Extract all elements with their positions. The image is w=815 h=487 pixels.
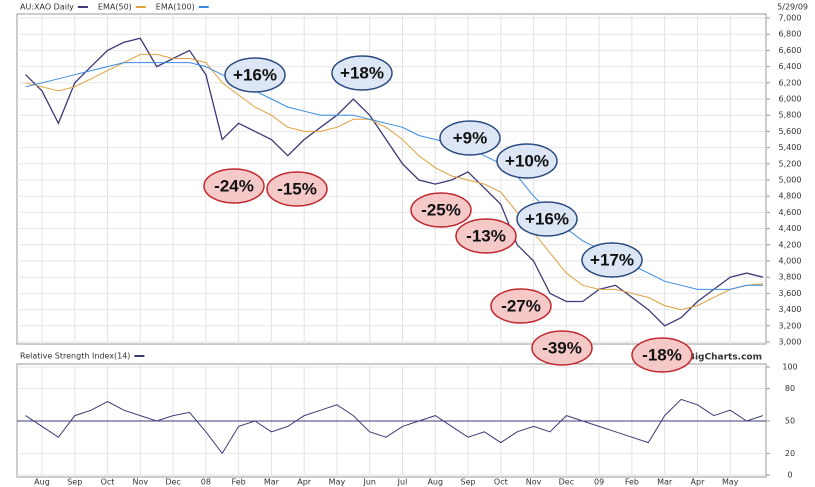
annotation-text: -24% [214,176,254,195]
annotation-bubble [439,120,501,156]
y-tick-label: 5,600 [779,127,802,136]
y-tick-label: 4,400 [779,224,802,233]
annotation-bubble [581,242,643,278]
x-tick-label: May [722,478,739,487]
legend-label: EMA(100) [156,3,195,12]
annotation-bubble [455,218,517,254]
x-tick-label: 09 [594,478,604,487]
credit: ©BigCharts.com [679,353,762,363]
annotation-bubble [266,171,328,207]
y-tick-label: 5,800 [779,111,802,120]
y-tick-label: 3,200 [779,321,802,330]
annotation-bubble [490,288,552,324]
series-line [25,398,764,455]
annotation-text: +17% [590,250,634,269]
annotation-text: +16% [233,65,277,84]
annotation-bubble [496,143,558,179]
series-line [25,53,764,311]
y-tick-label: 50 [785,417,795,426]
y-tick-label: 20 [785,449,795,458]
x-tick-label: Jun [362,478,376,487]
y-tick-label: 4,200 [779,240,802,249]
annotation-bubble [631,337,693,373]
y-tick-label: 6,400 [779,62,802,71]
y-tick-label: 3,800 [779,273,802,282]
series-line [25,37,764,327]
x-tick-label: Apr [297,478,312,487]
y-tick-label: 5,000 [779,176,802,185]
y-tick-label: 5,400 [779,143,802,152]
plot-frame [16,13,767,345]
x-tick-label: Nov [526,478,542,487]
y-tick-label: 6,800 [779,30,802,39]
annotation-bubble [224,57,286,93]
x-tick-label: Dec [165,478,180,487]
y-tick-label: 3,400 [779,305,802,314]
x-tick-label: Sep [461,478,476,487]
annotation-text: +9% [453,128,488,147]
annotation-text: -25% [421,200,461,219]
x-tick-label: Mar [264,478,280,487]
x-tick-label: Aug [34,478,50,487]
x-tick-label: Mar [657,478,673,487]
annotation-text: +10% [505,151,549,170]
y-tick-label: 6,200 [779,78,802,87]
legend-label: Relative Strength Index(14) [20,352,130,361]
x-tick-label: 08 [201,478,211,487]
annotation-text: -39% [542,338,582,357]
y-tick-label: 5,200 [779,159,802,168]
annotation-text: -18% [642,345,682,364]
y-tick-label: 80 [785,384,795,393]
x-tick-label: Dec [559,478,574,487]
y-tick-label: 6,600 [779,46,802,55]
y-tick-label: 7,000 [779,14,802,23]
x-tick-label: Feb [625,478,639,487]
y-tick-label: 0 [787,471,792,480]
date-label: 5/29/09 [777,3,808,12]
series-line [25,62,763,290]
annotation-bubble [203,168,265,204]
legend-label: EMA(50) [98,3,132,12]
annotation-text: -13% [466,226,506,245]
y-tick-label: 4,000 [779,257,802,266]
x-tick-label: Oct [494,478,508,487]
legend-label: AU:XAO Daily [20,3,74,12]
annotation-text: -27% [501,296,541,315]
y-tick-label: 4,600 [779,208,802,217]
y-tick-label: 3,000 [779,338,802,347]
x-tick-label: Aug [427,478,443,487]
x-tick-label: May [329,478,346,487]
annotation-text: -15% [277,179,317,198]
x-tick-label: Nov [132,478,148,487]
x-tick-label: Oct [101,478,115,487]
y-tick-label: 4,800 [779,192,802,201]
annotation-bubble [410,192,472,228]
y-tick-label: 100 [782,363,797,372]
annotation-bubble [331,55,393,91]
annotation-bubble [516,201,578,237]
annotation-text: +18% [340,63,384,82]
y-tick-label: 6,000 [779,95,802,104]
x-tick-label: Apr [691,478,706,487]
x-tick-label: Feb [232,478,246,487]
x-tick-label: Jul [397,478,408,487]
annotation-bubble [531,330,593,366]
y-tick-label: 3,600 [779,289,802,298]
annotation-text: +16% [525,209,569,228]
x-tick-label: Sep [67,478,82,487]
